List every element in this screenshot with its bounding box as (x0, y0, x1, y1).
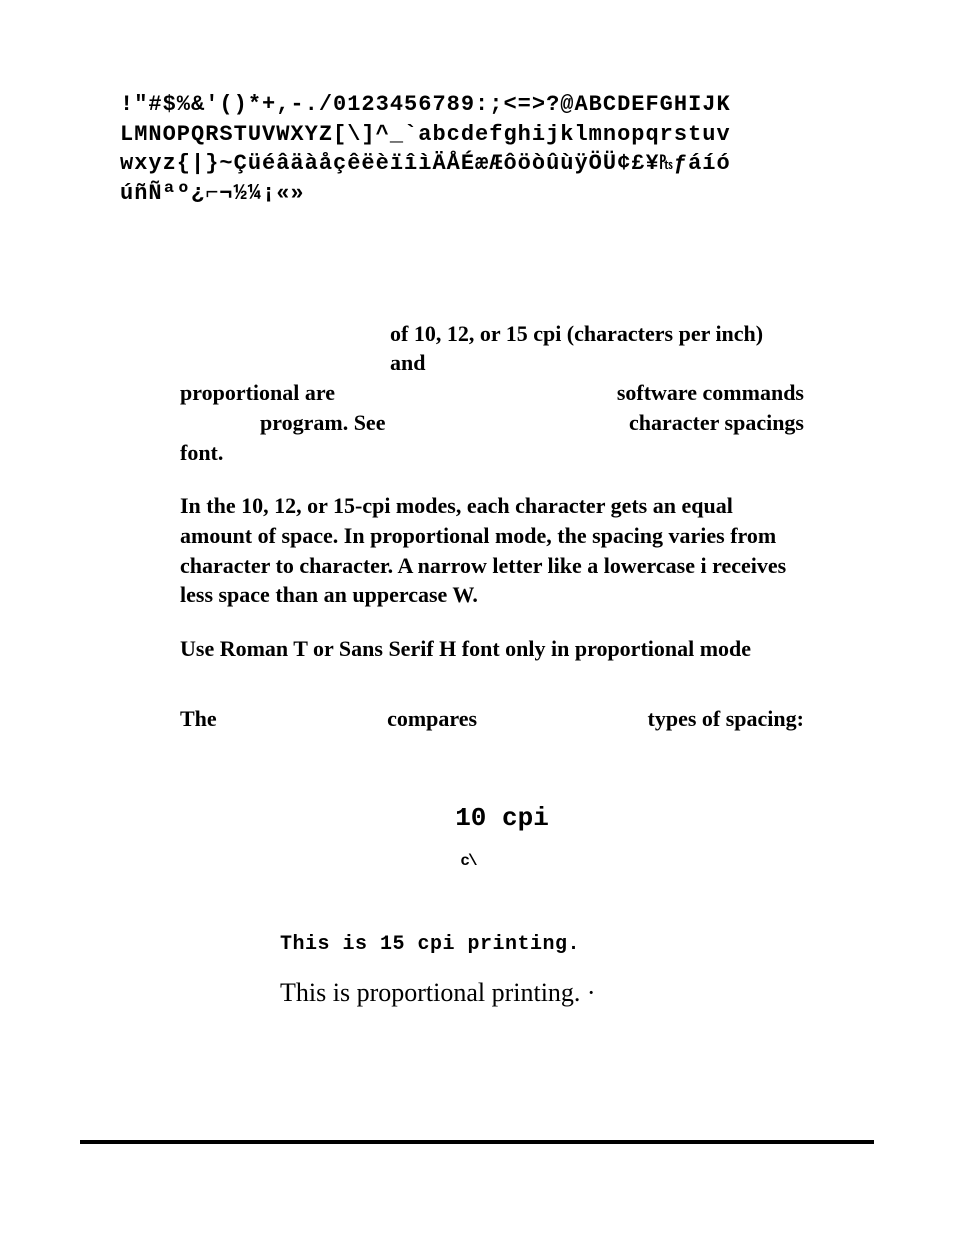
body-text: of 10, 12, or 15 cpi (characters per inc… (120, 319, 844, 734)
charset-line-1: !"#$%&'()*+,-./0123456789:;<=>?@ABCDEFGH… (120, 90, 844, 120)
fragment-row-4: font. (180, 438, 804, 468)
cpi-arc-icon: c\ (460, 858, 475, 864)
compare-left: The (180, 704, 217, 734)
compare-mid: compares (387, 704, 477, 734)
sample-proportional: This is proportional printing. · (280, 978, 844, 1008)
character-set-sample: !"#$%&'()*+,-./0123456789:;<=>?@ABCDEFGH… (120, 90, 844, 209)
horizontal-rule (80, 1140, 874, 1144)
compare-row: The compares types of spacing: (180, 704, 804, 734)
charset-line-4: úñÑªº¿⌐¬½¼¡«» (120, 179, 844, 209)
compare-right: types of spacing: (648, 704, 804, 734)
cpi-label: 10 cpi c\ (140, 803, 864, 863)
fragment-row-2: proportional are software commands (180, 378, 804, 408)
fragment-text: proportional are (180, 378, 335, 408)
fragment-text: character spacings (629, 408, 804, 438)
fragment-row-3: program. See character spacings (180, 408, 804, 438)
document-page: !"#$%&'()*+,-./0123456789:;<=>?@ABCDEFGH… (0, 0, 954, 1254)
charset-line-2: LMNOPQRSTUVWXYZ[\]^_`abcdefghijklmnopqrs… (120, 120, 844, 150)
print-samples: This is 15 cpi printing. This is proport… (120, 933, 844, 1008)
paragraph-2: Use Roman T or Sans Serif H font only in… (180, 634, 804, 664)
fragment-row-1: of 10, 12, or 15 cpi (characters per inc… (180, 319, 804, 378)
sample-15cpi: This is 15 cpi printing. (280, 933, 844, 956)
fragment-text: software commands (617, 378, 804, 408)
paragraph-1: In the 10, 12, or 15-cpi modes, each cha… (180, 491, 804, 610)
fragment-text: of 10, 12, or 15 cpi (characters per inc… (390, 321, 763, 376)
charset-line-3: wxyz{|}~ÇüéâäàåçêëèïîìÄÅÉæÆôöòûùÿÖÜ¢£¥₧ƒ… (120, 149, 844, 179)
cpi-label-text: 10 cpi (455, 803, 549, 833)
fragment-text: program. See (260, 408, 385, 438)
fragment-text: font. (180, 440, 223, 465)
